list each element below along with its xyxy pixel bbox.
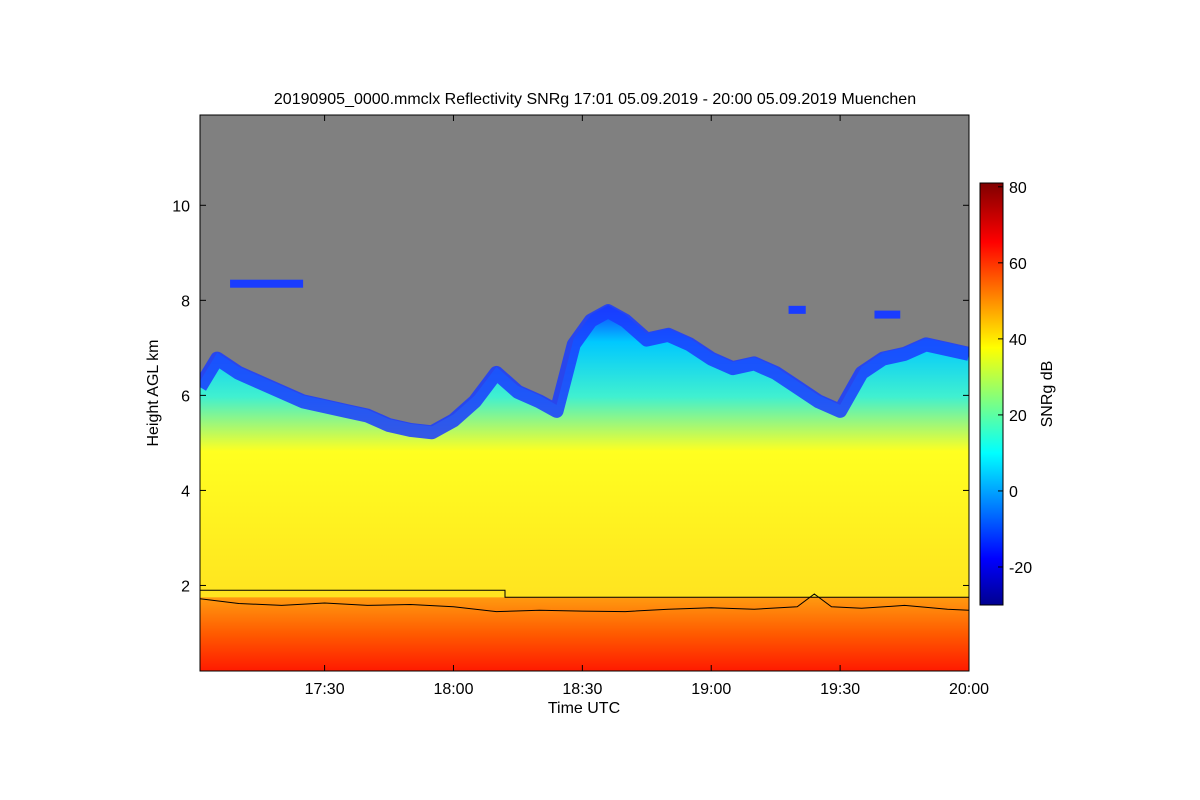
low-level-echo-region bbox=[200, 597, 969, 671]
upper-echo-patches bbox=[230, 279, 901, 319]
boundary-line bbox=[200, 593, 969, 613]
plot-area bbox=[200, 115, 969, 671]
x-tick-label: 19:00 bbox=[691, 681, 731, 698]
colorbar-tick-label: 0 bbox=[1009, 484, 1018, 501]
y-axis-label: Height AGL km bbox=[145, 339, 162, 446]
cloud-top-edge bbox=[200, 304, 969, 440]
upper-echo-patch bbox=[788, 305, 806, 314]
plot-frame bbox=[199, 114, 970, 672]
chart-title: 20190905_0000.mmclx Reflectivity SNRg 17… bbox=[274, 91, 916, 108]
x-axis-ticks: 17:30 18:00 18:30 19:00 19:30 20:00 bbox=[305, 115, 989, 698]
colorbar-gradient bbox=[979, 182, 1004, 606]
stepped-line bbox=[200, 589, 969, 598]
colorbar-label: SNRg dB bbox=[1039, 361, 1056, 428]
y-tick-label: 10 bbox=[172, 198, 190, 215]
x-tick-label: 20:00 bbox=[949, 681, 989, 698]
upper-echo-patch bbox=[874, 310, 901, 319]
colorbar-tick-label: 20 bbox=[1009, 408, 1027, 425]
x-tick-label: 18:30 bbox=[562, 681, 602, 698]
upper-echo-patch bbox=[230, 279, 304, 288]
y-tick-label: 6 bbox=[181, 388, 190, 405]
colorbar-tick-label: 80 bbox=[1009, 180, 1027, 197]
y-tick-label: 8 bbox=[181, 293, 190, 310]
x-tick-label: 18:00 bbox=[433, 681, 473, 698]
x-axis-label: Time UTC bbox=[548, 700, 620, 717]
cloud-echo-region bbox=[200, 305, 969, 671]
colorbar-ticks: -20 0 20 40 60 80 bbox=[998, 180, 1032, 577]
colorbar-tick-label: 40 bbox=[1009, 332, 1027, 349]
colorbar-tick-label: -20 bbox=[1009, 560, 1032, 577]
y-tick-label: 4 bbox=[181, 483, 190, 500]
x-tick-label: 19:30 bbox=[820, 681, 860, 698]
y-tick-label: 2 bbox=[181, 578, 190, 595]
x-tick-label: 17:30 bbox=[305, 681, 345, 698]
colorbar-tick-label: 60 bbox=[1009, 256, 1027, 273]
colorbar: -20 0 20 40 60 80 SNRg dB bbox=[979, 180, 1056, 606]
y-axis-ticks: 2 4 6 8 10 bbox=[172, 198, 969, 595]
